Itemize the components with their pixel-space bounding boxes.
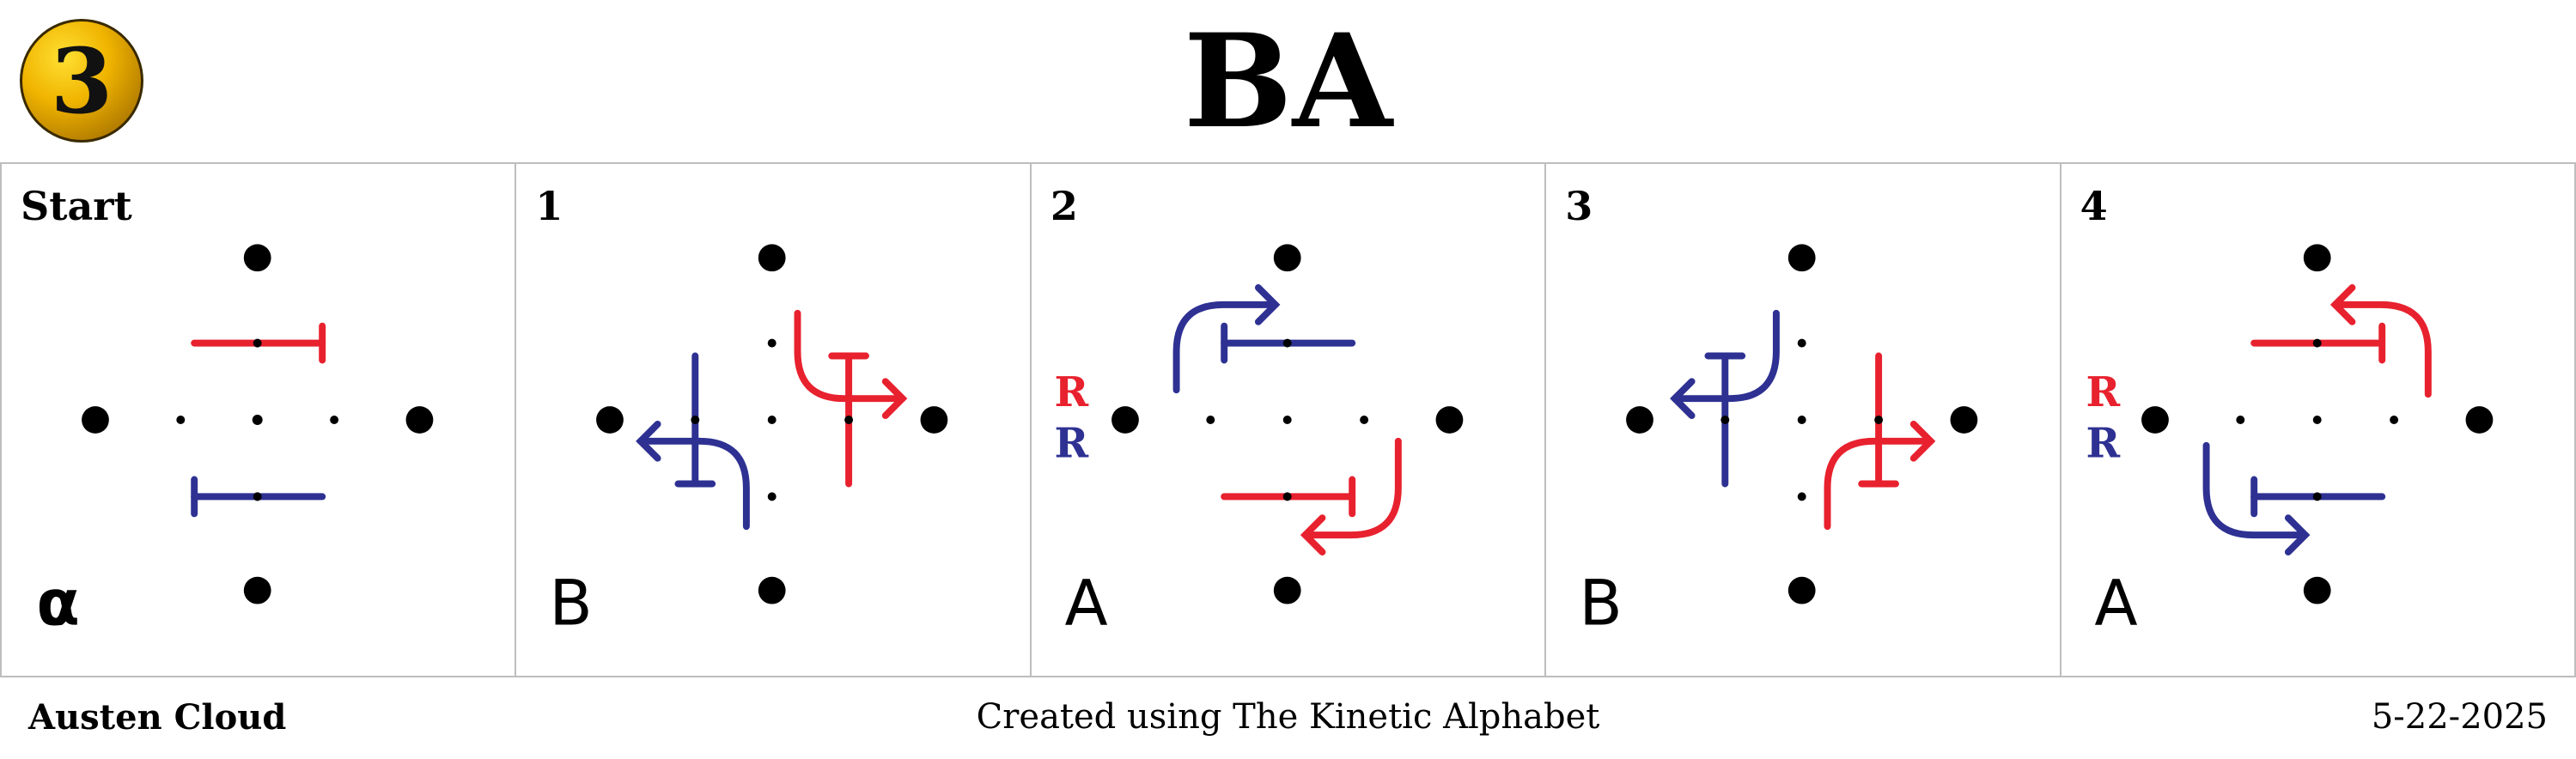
footer-author: Austen Cloud (28, 697, 287, 738)
panel-start: Start α (2, 164, 517, 676)
blue-staff-motion (1670, 309, 1781, 488)
diagram-panels: Start α (0, 162, 2576, 677)
grid-dots (82, 244, 434, 604)
badge-number: 3 (50, 27, 113, 134)
panel-label: Start (21, 183, 132, 229)
panel-2-diagram: R R A (1054, 244, 1464, 640)
panel-label: 1 (535, 183, 563, 229)
grid-dots (1626, 244, 1978, 604)
panel-symbol: A (1064, 567, 1107, 640)
red-staff-motion (1221, 437, 1402, 556)
panel-symbol: B (1580, 567, 1623, 640)
panel-2: 2 (1032, 164, 1547, 676)
panel-1-diagram: B (550, 244, 948, 640)
panel-4: 4 (2061, 164, 2574, 676)
grid-dots (596, 244, 948, 604)
panel-4-diagram: R R A (2086, 244, 2493, 640)
page-title: BA (1183, 6, 1393, 157)
rr-label-red: R (2086, 368, 2120, 416)
red-staff-motion (794, 309, 908, 488)
blue-staff-motion (2202, 441, 2385, 556)
rr-label-red: R (1054, 368, 1088, 416)
blue-staff-motion (1172, 284, 1355, 394)
rr-label-blue: R (1054, 420, 1088, 468)
panel-label: 2 (1050, 183, 1078, 229)
panel-start-diagram: α (36, 244, 434, 640)
panel-symbol: A (2094, 567, 2137, 640)
panel-symbol: α (36, 567, 80, 640)
grid-dots (2141, 244, 2493, 604)
grid-dots (1111, 244, 1464, 604)
blue-staff-motion (636, 352, 751, 531)
panel-3-diagram: B (1580, 244, 1978, 640)
panel-label: 4 (2080, 183, 2108, 229)
footer-credit: Created using The Kinetic Alphabet (976, 697, 1600, 737)
rr-label-blue: R (2086, 420, 2120, 468)
footer-date: 5-22-2025 (2371, 697, 2548, 737)
red-staff-motion (2250, 284, 2432, 398)
panel-label: 3 (1565, 183, 1593, 229)
step-number-badge: 3 (20, 19, 143, 143)
panel-symbol: B (550, 567, 593, 640)
red-staff-motion (1824, 352, 1936, 531)
panel-1: 1 (516, 164, 1032, 676)
panel-3: 3 (1546, 164, 2061, 676)
